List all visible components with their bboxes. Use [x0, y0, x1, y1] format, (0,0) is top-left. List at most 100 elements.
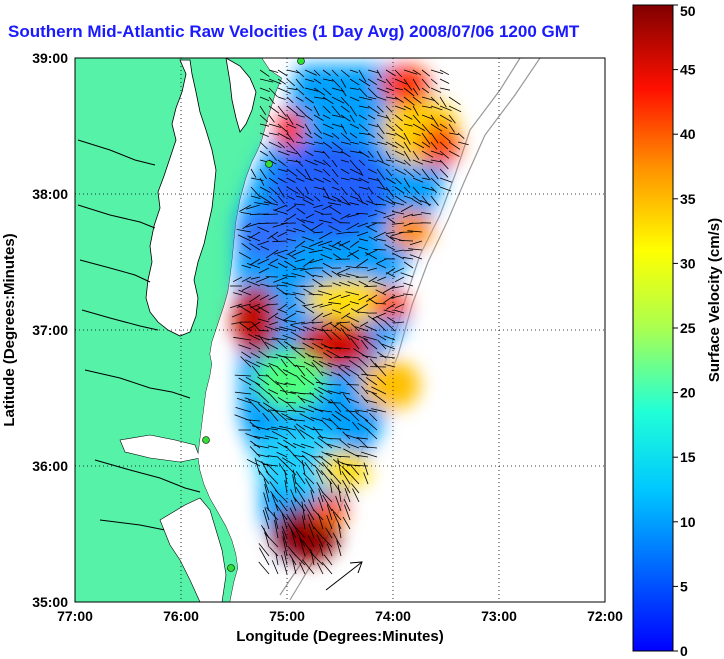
velocity-vector	[251, 321, 261, 332]
velocity-vector	[284, 382, 297, 386]
velocity-vector	[394, 132, 406, 140]
velocity-vector	[317, 437, 333, 449]
velocity-vector	[304, 105, 313, 111]
velocity-vector	[412, 78, 421, 91]
velocity-vector	[238, 304, 252, 314]
velocity-vector	[348, 231, 360, 233]
velocity-vector	[322, 168, 331, 177]
velocity-vector	[268, 177, 279, 185]
velocity-vector	[286, 69, 300, 74]
velocity-vector	[386, 303, 396, 310]
velocity-vector	[341, 465, 351, 476]
velocity-vector	[300, 285, 315, 287]
velocity-vector	[301, 245, 315, 251]
velocity-vector	[248, 333, 261, 341]
velocity-vector	[278, 355, 297, 359]
velocity-vector	[403, 69, 418, 75]
velocity-vector	[403, 123, 413, 127]
velocity-vector	[376, 150, 384, 163]
velocity-vector	[273, 276, 288, 283]
velocity-vector	[248, 399, 261, 413]
velocity-vector	[375, 302, 387, 305]
velocity-vector	[300, 443, 315, 449]
velocity-vector	[266, 507, 279, 521]
velocity-vector	[358, 123, 369, 132]
y-tick-label: 36:00	[32, 458, 68, 474]
colorbar-tick-label: 40	[680, 126, 696, 142]
y-tick-label: 37:00	[32, 322, 68, 338]
velocity-vector	[360, 339, 369, 350]
velocity-vector	[327, 390, 342, 395]
velocity-vector	[387, 217, 396, 224]
velocity-vector	[265, 249, 279, 259]
velocity-vector	[367, 123, 379, 128]
velocity-vector	[385, 141, 398, 148]
velocity-vector	[359, 446, 378, 449]
velocity-vector	[303, 361, 315, 368]
velocity-vector	[313, 123, 322, 134]
velocity-vector	[328, 225, 342, 233]
velocity-vector	[339, 391, 351, 395]
velocity-vector	[308, 523, 315, 539]
velocity-vector	[430, 69, 444, 75]
velocity-vector	[265, 471, 279, 485]
velocity-vector	[301, 460, 306, 476]
velocity-vector	[392, 252, 405, 260]
velocity-vector	[290, 331, 306, 341]
velocity-vector	[400, 204, 414, 212]
velocity-vector	[313, 231, 324, 234]
velocity-vector	[332, 309, 342, 314]
velocity-vector	[286, 186, 299, 195]
velocity-vector	[263, 213, 279, 215]
velocity-vector	[295, 123, 305, 129]
y-tick-label: 38:00	[32, 186, 68, 202]
velocity-vector	[299, 429, 315, 440]
velocity-vector	[293, 425, 306, 440]
velocity-vector	[313, 204, 324, 208]
velocity-vector	[383, 335, 396, 341]
velocity-vector	[257, 306, 270, 314]
velocity-vector	[376, 114, 390, 119]
velocity-vector	[296, 207, 306, 215]
velocity-vector	[385, 87, 394, 91]
velocity-vector	[391, 210, 405, 215]
velocity-vector	[239, 204, 252, 212]
velocity-vector	[295, 364, 306, 377]
velocity-vector	[309, 551, 324, 566]
x-tick-label: 76:00	[163, 608, 199, 624]
velocity-vector	[313, 159, 326, 165]
velocity-vector	[387, 316, 396, 323]
velocity-vector	[351, 421, 360, 431]
velocity-vector	[376, 258, 387, 264]
velocity-vector	[349, 202, 360, 206]
velocity-vector	[439, 87, 450, 91]
velocity-vector	[286, 105, 299, 116]
velocity-vector	[286, 229, 297, 233]
velocity-vector	[301, 219, 315, 224]
velocity-vector	[308, 293, 324, 296]
velocity-vector	[331, 96, 345, 104]
velocity-vector	[316, 481, 324, 494]
velocity-vector	[403, 96, 415, 106]
velocity-vector	[311, 303, 324, 308]
velocity-vector	[359, 238, 369, 242]
velocity-vector	[245, 433, 261, 440]
velocity-vector	[394, 150, 405, 156]
velocity-vector	[346, 213, 360, 218]
velocity-vector	[340, 177, 350, 181]
velocity-vector	[403, 177, 411, 188]
velocity-vector	[313, 69, 321, 77]
velocity-vector	[267, 263, 279, 269]
velocity-vector	[304, 114, 314, 121]
velocity-vector	[316, 562, 324, 575]
velocity-vector	[409, 240, 423, 246]
velocity-vector	[355, 412, 369, 422]
velocity-vector	[421, 186, 435, 191]
velocity-vector	[305, 213, 315, 219]
velocity-vector	[385, 177, 396, 184]
velocity-vector	[403, 159, 411, 167]
velocity-vector	[340, 213, 351, 220]
velocity-vector	[268, 96, 275, 105]
velocity-vector	[372, 312, 387, 319]
colorbar-tick-label: 25	[680, 320, 696, 336]
